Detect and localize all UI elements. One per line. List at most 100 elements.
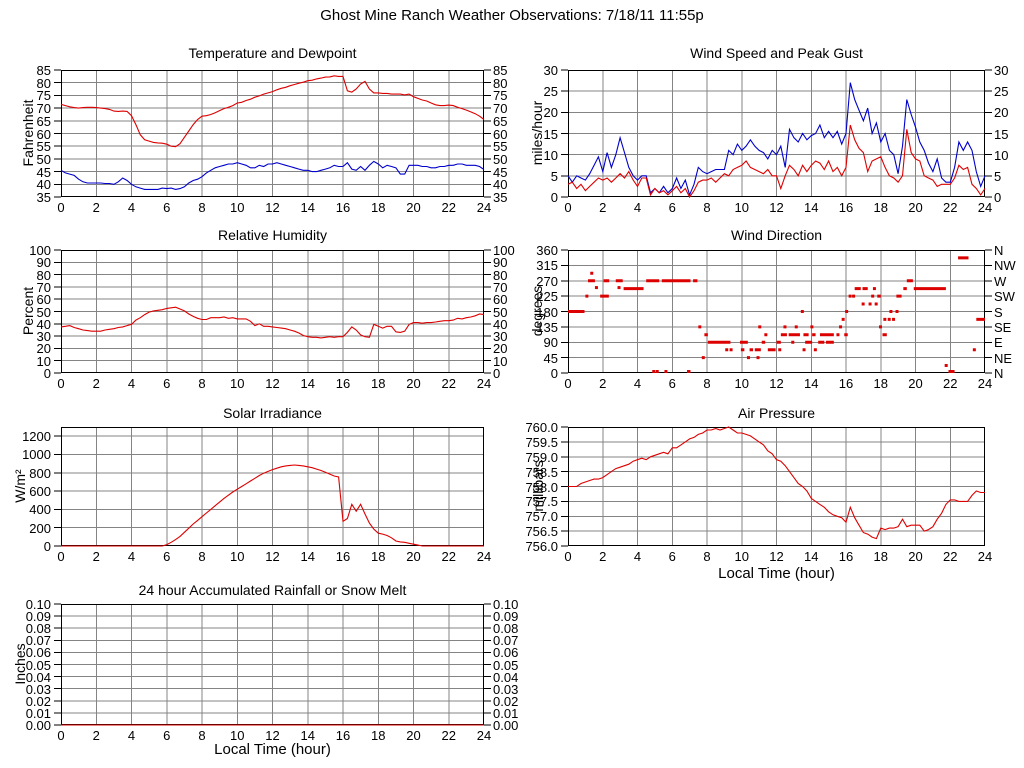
- tick-label: 0: [493, 366, 501, 381]
- tick-label: 25: [543, 84, 558, 100]
- tick-label: 15: [543, 126, 558, 142]
- tick-label: 757.5: [525, 494, 558, 510]
- tick-label: SW: [994, 289, 1015, 305]
- tick-label: 0: [57, 200, 65, 215]
- tick-label: 90: [493, 255, 508, 271]
- tick-label: 6: [163, 200, 171, 215]
- tick-label: 2: [599, 549, 607, 564]
- tick-label: 758.0: [525, 479, 558, 495]
- tick-label: 20: [406, 376, 421, 391]
- tick-label: 0: [57, 549, 65, 564]
- tick-label: 55: [36, 139, 51, 155]
- tick-label: 55: [493, 139, 508, 155]
- tick-label: 20: [543, 105, 558, 121]
- tick-label: 60: [493, 126, 508, 142]
- tick-label: 50: [36, 304, 51, 320]
- plot-area: [54, 69, 491, 198]
- tick-label: 25: [994, 84, 1009, 100]
- tick-label: 22: [441, 728, 456, 743]
- tick-label: 12: [769, 549, 784, 564]
- tick-label: 10: [734, 200, 749, 215]
- tick-label: 20: [406, 728, 421, 743]
- tick-label: 14: [300, 376, 315, 391]
- tick-label: 18: [371, 200, 386, 215]
- tick-label: 100: [493, 243, 515, 258]
- tick-label: 24: [476, 549, 492, 564]
- tick-label: 22: [943, 549, 958, 564]
- tick-label: 14: [300, 200, 315, 215]
- tick-label: 0.09: [25, 609, 51, 625]
- tick-label: 16: [838, 200, 854, 215]
- chart-title: Temperature and Dewpoint: [188, 45, 357, 61]
- tick-label: 22: [441, 200, 456, 215]
- x-axis-label: Local Time (hour): [214, 741, 331, 758]
- tick-label: 360: [536, 243, 558, 258]
- tick-label: 200: [29, 520, 51, 536]
- tick-label: 0.02: [493, 693, 519, 709]
- tick-label: 2: [92, 549, 100, 564]
- chart-title: Air Pressure: [737, 405, 816, 421]
- tick-label: 6: [163, 728, 171, 743]
- tick-label: 24: [977, 376, 993, 391]
- tick-label: 75: [36, 88, 51, 104]
- tick-label: 16: [335, 549, 351, 564]
- tick-label: 80: [36, 267, 51, 283]
- plot-area: [54, 427, 484, 547]
- tick-label: 24: [977, 549, 993, 564]
- tick-label: 2: [92, 728, 100, 743]
- chart-relative-humidity: Relative Humidity Percent 0 0 10 10 20 20 30 30…: [0, 222, 515, 398]
- tick-label: 760.0: [525, 420, 558, 435]
- tick-label: 759.5: [525, 434, 558, 450]
- tick-label: 0.10: [493, 597, 519, 612]
- tick-label: 4: [127, 728, 136, 743]
- chart-rainfall-snowmelt: 24 hour Accumulated Rainfall or Snow Mel…: [0, 577, 518, 767]
- tick-label: 22: [943, 200, 958, 215]
- tick-label: 20: [406, 549, 421, 564]
- tick-label: 4: [127, 376, 136, 391]
- tick-label: 0: [564, 376, 572, 391]
- tick-label: 24: [977, 200, 993, 215]
- tick-label: 0.09: [493, 609, 519, 625]
- tick-label: W: [994, 273, 1007, 289]
- tick-label: 45: [543, 350, 558, 366]
- chart-air-pressure: Air Pressure millibars Local Time (hour)…: [512, 400, 1024, 590]
- tick-label: 0.02: [25, 693, 51, 709]
- tick-label: 80: [493, 75, 508, 91]
- tick-label: 0.08: [25, 621, 51, 637]
- tick-label: 8: [703, 376, 711, 391]
- tick-label: 85: [493, 63, 508, 78]
- tick-label: 0.04: [493, 669, 519, 685]
- tick-label: 0.07: [493, 633, 519, 649]
- chart-title: Wind Direction: [730, 227, 823, 243]
- tick-label: 6: [668, 200, 676, 215]
- tick-label: 0: [994, 190, 1002, 205]
- tick-label: 0: [550, 190, 558, 205]
- tick-label: 65: [36, 113, 51, 129]
- tick-label: 80: [36, 75, 51, 91]
- series-temperature: [60, 75, 485, 148]
- tick-label: 270: [536, 273, 558, 289]
- tick-label: 8: [703, 200, 711, 215]
- tick-label: 10: [230, 376, 245, 391]
- chart-temperature-dewpoint: Temperature and Dewpoint Fahrenheit 35 35…: [0, 40, 512, 220]
- tick-label: NW: [994, 258, 1016, 274]
- tick-label: 80: [493, 267, 508, 283]
- tick-label: 0: [57, 376, 65, 391]
- tick-label: 24: [476, 728, 492, 743]
- tick-label: 0.10: [25, 597, 51, 612]
- tick-label: 135: [536, 319, 558, 335]
- tick-label: NE: [994, 350, 1013, 366]
- tick-label: 1000: [22, 447, 51, 463]
- series-wind-speed: [567, 124, 986, 199]
- tick-label: 2: [92, 200, 100, 215]
- plot-area: [54, 603, 491, 726]
- tick-label: N: [994, 243, 1004, 258]
- tick-label: 6: [668, 549, 676, 564]
- tick-label: 6: [163, 549, 171, 564]
- tick-label: 757.0: [525, 509, 558, 525]
- tick-label: 10: [543, 147, 558, 163]
- tick-label: 50: [36, 151, 51, 167]
- plot-area: [561, 69, 992, 199]
- tick-label: 50: [493, 151, 508, 167]
- tick-label: 30: [994, 63, 1009, 78]
